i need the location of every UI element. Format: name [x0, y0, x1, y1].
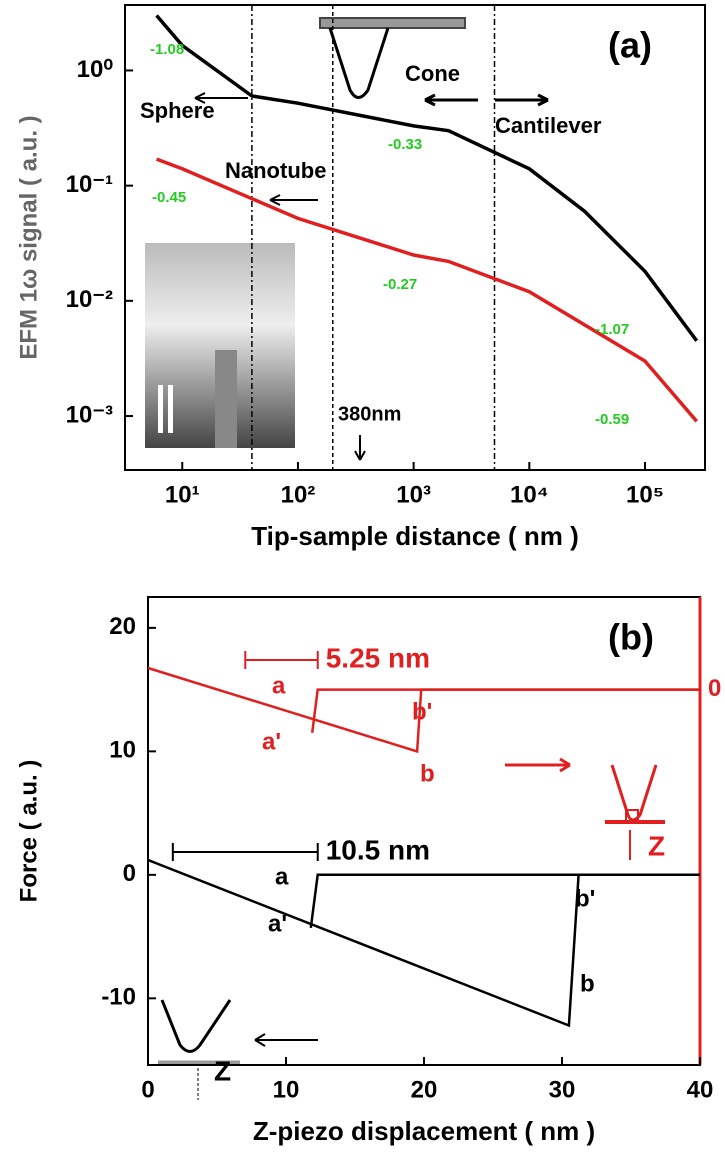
annotation: b' — [412, 698, 432, 725]
y-tick-label: 20 — [109, 613, 136, 640]
data-line — [309, 873, 700, 929]
annotation: -0.59 — [595, 411, 629, 428]
bracket-label: 10.5 nm — [326, 834, 430, 865]
annotation: -0.33 — [388, 136, 422, 153]
annotation: Nanotube — [225, 158, 326, 183]
y-tick-label: 10⁰ — [77, 56, 114, 83]
annotation: -1.07 — [595, 321, 629, 338]
annotation: Cantilever — [495, 113, 602, 138]
x-tick-label: 20 — [411, 1076, 438, 1103]
annotation: Cone — [405, 61, 460, 86]
x-tick-label: 10⁵ — [626, 481, 664, 508]
y-tick-label: 0 — [123, 860, 136, 887]
y-tick-label: -10 — [101, 984, 136, 1011]
x-axis-title: Z-piezo displacement ( nm ) — [253, 1116, 595, 1146]
annotation: b' — [575, 885, 595, 912]
annotation: 380nm — [338, 403, 401, 425]
panel-label: (a) — [608, 25, 652, 66]
data-line — [155, 14, 699, 342]
annotation: a — [275, 863, 289, 890]
x-tick-label: 40 — [687, 1076, 714, 1103]
panel-label: (b) — [608, 617, 654, 658]
y-axis-title: EFM 1ω signal ( a.u. ) — [15, 115, 42, 359]
annotation: Sphere — [140, 98, 215, 123]
y2-tick-label: 0 — [708, 675, 721, 702]
annotation: a' — [262, 728, 281, 755]
annotation: -1.08 — [150, 41, 184, 58]
x-tick-label: 10⁴ — [510, 481, 549, 508]
y-tick-label: 10⁻³ — [66, 401, 113, 428]
annotation: b — [580, 970, 595, 997]
x-tick-label: 10 — [273, 1076, 300, 1103]
data-line — [310, 688, 700, 733]
annotation: -0.27 — [383, 276, 417, 293]
y-tick-label: 10 — [109, 737, 136, 764]
x-tick-label: 30 — [549, 1076, 576, 1103]
annotation: Z — [648, 830, 665, 861]
x-tick-label: 10³ — [396, 481, 431, 508]
data-line — [155, 157, 699, 423]
annotation: Z — [214, 1055, 231, 1086]
x-axis-title: Tip-sample distance ( nm ) — [251, 521, 578, 551]
annotation: a' — [268, 910, 287, 937]
schematics — [145, 17, 665, 1100]
plot-frame — [124, 4, 706, 471]
y-tick-label: 10⁻² — [66, 286, 113, 313]
x-tick-label: 0 — [141, 1076, 154, 1103]
annotation: a — [272, 672, 286, 699]
bracket — [171, 843, 319, 861]
annotation: -0.45 — [152, 189, 186, 206]
bracket-label: 5.25 nm — [326, 642, 430, 673]
y-tick-label: 10⁻¹ — [66, 171, 113, 198]
x-tick-label: 10² — [281, 481, 316, 508]
bracket — [244, 651, 319, 669]
annotation: b — [420, 760, 435, 787]
x-tick-label: 10¹ — [165, 481, 200, 508]
y-axis-title: Force ( a.u. ) — [15, 760, 42, 903]
